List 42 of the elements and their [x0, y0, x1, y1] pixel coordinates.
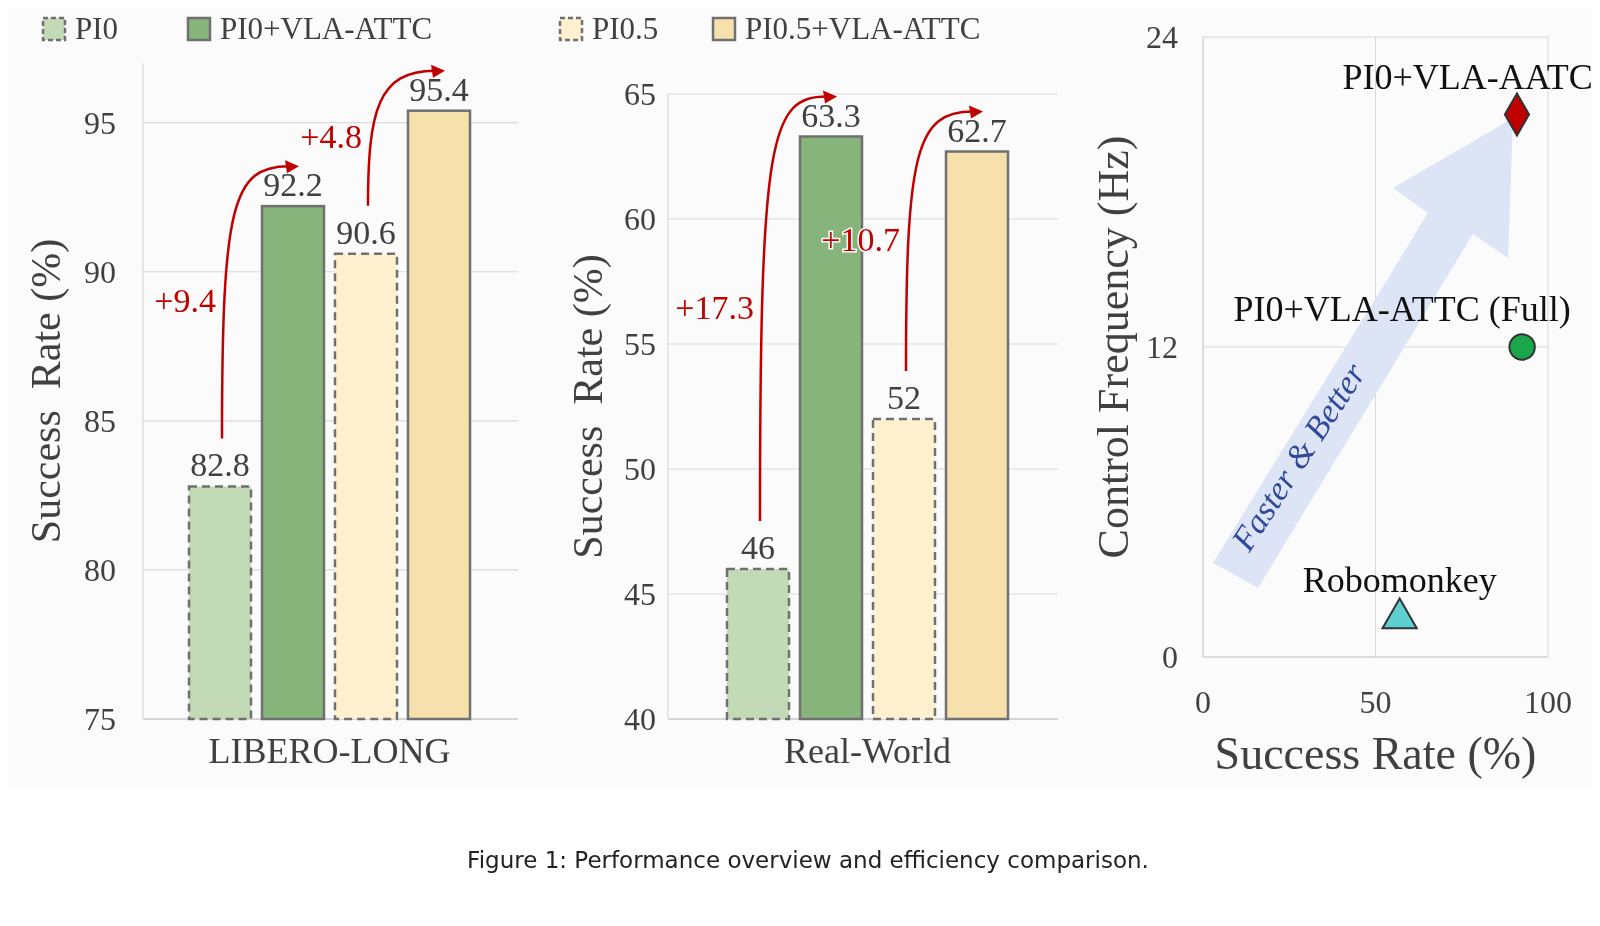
x-axis-title: LIBERO-LONG — [208, 731, 451, 771]
y-axis-title: Success Rate (%) — [23, 238, 70, 544]
y-tick-label: 50 — [624, 451, 656, 488]
data-label: 63.3 — [801, 96, 861, 134]
x-tick-label: 100 — [1524, 684, 1572, 720]
y-tick-label: 55 — [624, 326, 656, 363]
series-label: PI0+VLA-ATTC (Full) — [1233, 289, 1571, 329]
y-tick-label: 45 — [624, 576, 656, 613]
x-tick-label: 0 — [1195, 684, 1211, 720]
annotation: +4.8 — [300, 118, 362, 156]
y-axis-title: Control Frequency (Hz) — [1089, 135, 1138, 559]
y-tick-label: 90 — [84, 253, 116, 290]
legend-label: PI0.5+VLA-ATTC — [745, 11, 981, 46]
y-tick-label: 80 — [84, 552, 116, 589]
y-tick-label: 60 — [624, 201, 656, 238]
series-label: Robomonkey — [1302, 560, 1497, 601]
caption: Figure 1: Performance overview and efficiency comparison. — [467, 847, 1149, 873]
annotation: +17.3 — [675, 288, 754, 326]
y-tick-label: 85 — [84, 403, 116, 440]
y-axis-title: Success Rate (%) — [565, 254, 612, 559]
y-tick-label: 0 — [1162, 639, 1178, 676]
data-label: 82.8 — [190, 446, 250, 484]
x-tick-label: 50 — [1359, 684, 1392, 720]
data-label: 52 — [887, 379, 921, 416]
x-axis-title: Real-World — [783, 731, 952, 771]
data-label: 46 — [741, 529, 775, 566]
data-label: 95.4 — [409, 70, 469, 108]
series-label: PI0+VLA-AATC — [1342, 56, 1593, 97]
annotation: +9.4 — [154, 282, 216, 320]
data-label: 90.6 — [336, 213, 396, 251]
y-tick-label: 12 — [1146, 329, 1178, 366]
legend-label: PI0.5 — [592, 11, 659, 46]
data-label: 92.2 — [263, 166, 323, 204]
legend-label: PI0 — [75, 11, 119, 46]
y-tick-label: 95 — [84, 104, 116, 141]
y-tick-label: 65 — [624, 76, 656, 113]
x-axis-title: Success Rate (%) — [1214, 728, 1537, 779]
data-label: 62.7 — [947, 111, 1007, 149]
legend-label: PI0+VLA-ATTC — [220, 11, 433, 46]
y-tick-label: 24 — [1146, 19, 1178, 56]
y-tick-label: 75 — [84, 701, 116, 738]
y-tick-label: 40 — [624, 701, 656, 738]
